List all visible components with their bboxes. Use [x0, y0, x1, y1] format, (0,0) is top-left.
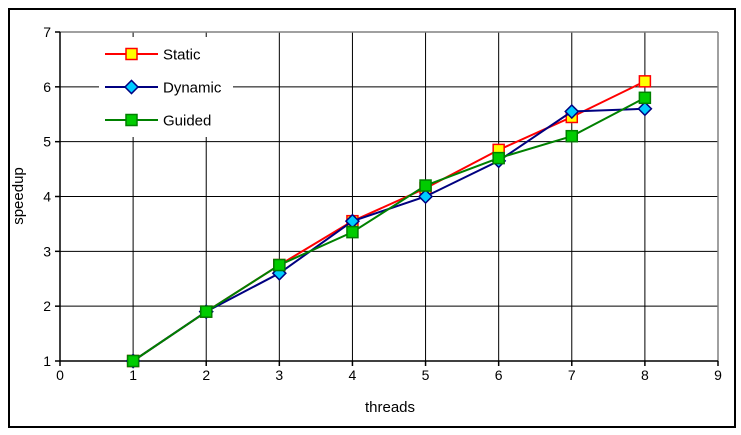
- legend-marker-guided-square: [125, 113, 138, 127]
- marker-guided-4: [346, 225, 359, 239]
- y-tick-label-1: 1: [43, 353, 51, 369]
- legend: Static Dynamic Guided: [99, 37, 233, 137]
- y-axis-title: speedup: [10, 167, 27, 225]
- legend-label-static: Static: [163, 47, 201, 64]
- marker-guided-7: [565, 129, 579, 143]
- y-tick-label-7: 7: [43, 24, 51, 40]
- x-tick-label-0: 0: [56, 367, 64, 383]
- legend-marker-static-square: [125, 47, 138, 61]
- x-tick-label-1: 1: [129, 367, 137, 383]
- marker-guided-2: [199, 305, 213, 318]
- legend-marker-dynamic-diamond: [123, 79, 140, 95]
- x-tick-label-2: 2: [202, 367, 210, 383]
- legend-item-static: Static: [105, 47, 201, 64]
- legend-item-dynamic: Dynamic: [105, 79, 222, 97]
- x-tick-label-9: 9: [714, 367, 722, 383]
- marker-guided-3: [273, 258, 286, 272]
- y-tick-label-2: 2: [43, 298, 51, 314]
- series-line-guided: [132, 96, 646, 362]
- x-tick-label-3: 3: [275, 367, 283, 383]
- legend-label-dynamic: Dynamic: [163, 80, 222, 97]
- legend-item-guided: Guided: [105, 113, 211, 130]
- marker-guided-5: [419, 179, 432, 192]
- y-tick-label-5: 5: [43, 134, 51, 150]
- marker-dynamic-7: [564, 103, 580, 120]
- marker-guided-1: [126, 354, 140, 368]
- y-tick-label-6: 6: [43, 79, 51, 95]
- marker-dynamic-8: [637, 101, 653, 117]
- y-tick-label-4: 4: [43, 189, 51, 205]
- marker-dynamic-5: [417, 188, 434, 205]
- chart-outer-border: [8, 8, 736, 428]
- marker-static-8: [638, 75, 652, 88]
- x-tick-label-6: 6: [495, 367, 503, 383]
- x-tick-label-5: 5: [422, 367, 430, 383]
- series-layer: [125, 75, 653, 369]
- legend-label-guided: Guided: [163, 113, 211, 130]
- x-tick-label-8: 8: [641, 367, 649, 383]
- marker-guided-8: [638, 91, 652, 105]
- series-line-dynamic: [132, 107, 645, 362]
- x-tick-label-4: 4: [349, 367, 357, 383]
- marker-dynamic-4: [344, 213, 361, 229]
- marker-guided-6: [492, 151, 505, 165]
- x-axis-title: threads: [365, 399, 415, 416]
- x-tick-label-7: 7: [568, 367, 576, 383]
- y-tick-label-3: 3: [43, 243, 51, 259]
